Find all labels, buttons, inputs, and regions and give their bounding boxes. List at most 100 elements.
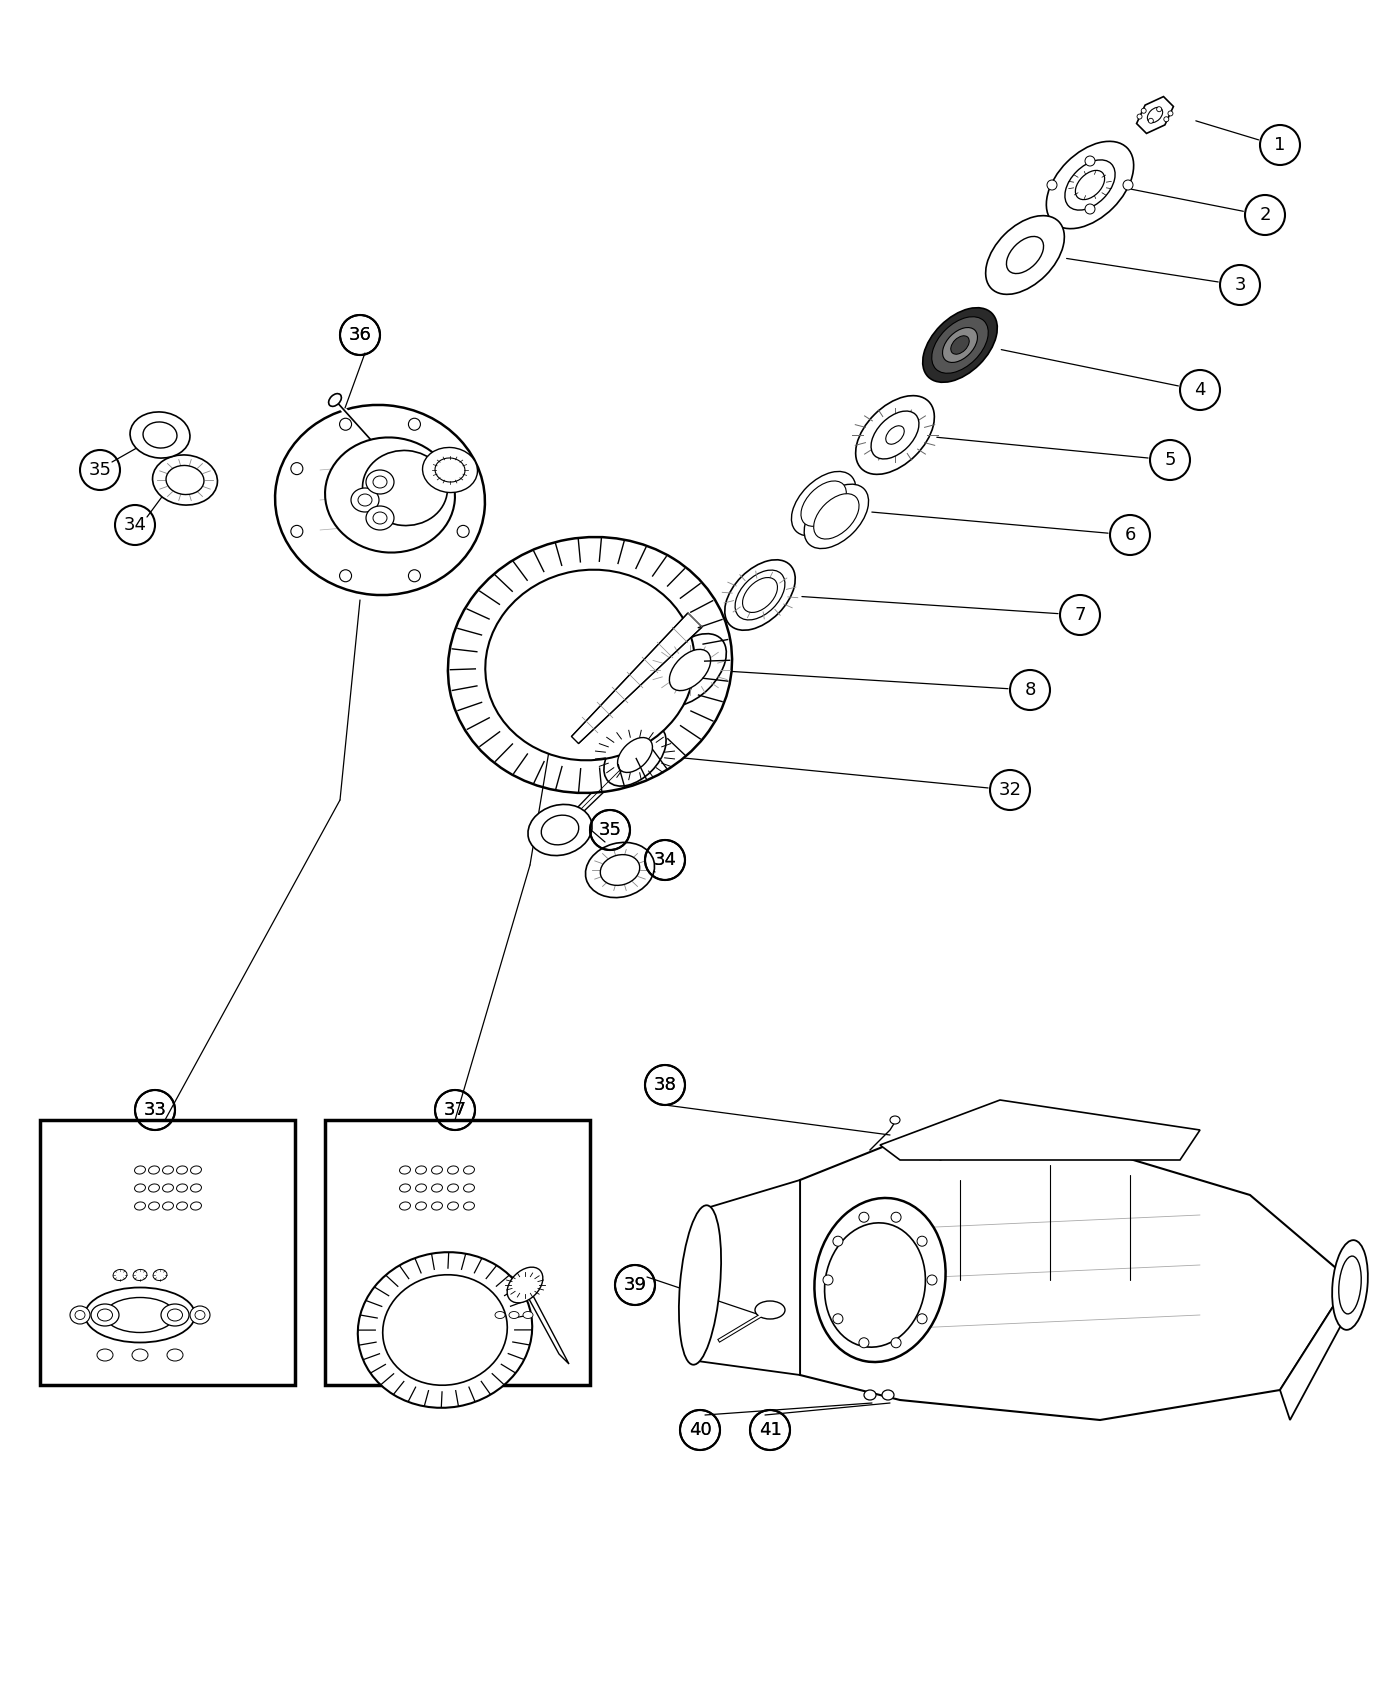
Text: 4: 4 (1194, 381, 1205, 400)
Ellipse shape (153, 1270, 167, 1280)
Ellipse shape (679, 1205, 721, 1365)
Text: 37: 37 (444, 1102, 466, 1119)
Polygon shape (1280, 1280, 1359, 1419)
Text: 6: 6 (1124, 525, 1135, 544)
Ellipse shape (399, 1183, 410, 1192)
Ellipse shape (496, 1311, 505, 1319)
Ellipse shape (1075, 170, 1105, 199)
Ellipse shape (167, 466, 204, 495)
Circle shape (833, 1236, 843, 1246)
Text: 34: 34 (123, 517, 147, 534)
Polygon shape (1137, 97, 1173, 133)
Ellipse shape (134, 1183, 146, 1192)
Ellipse shape (162, 1202, 174, 1210)
Ellipse shape (510, 1311, 519, 1319)
Ellipse shape (416, 1166, 427, 1175)
Ellipse shape (791, 471, 855, 536)
Ellipse shape (448, 1183, 458, 1192)
Circle shape (927, 1275, 937, 1285)
Ellipse shape (923, 308, 997, 382)
Text: 32: 32 (998, 780, 1022, 799)
Text: 35: 35 (88, 461, 112, 479)
Ellipse shape (399, 1166, 410, 1175)
Circle shape (917, 1236, 927, 1246)
Text: 39: 39 (623, 1277, 647, 1294)
Circle shape (1047, 180, 1057, 190)
Ellipse shape (528, 804, 592, 855)
Ellipse shape (542, 816, 578, 845)
Circle shape (833, 1314, 843, 1324)
Text: 40: 40 (689, 1421, 711, 1438)
Ellipse shape (130, 411, 190, 457)
Circle shape (409, 570, 420, 581)
Ellipse shape (416, 1183, 427, 1192)
Polygon shape (517, 1277, 568, 1363)
Ellipse shape (585, 843, 655, 898)
Circle shape (291, 462, 302, 474)
Polygon shape (799, 1141, 1350, 1420)
Ellipse shape (448, 1166, 458, 1175)
Ellipse shape (162, 1166, 174, 1175)
Ellipse shape (351, 488, 379, 512)
Ellipse shape (601, 855, 640, 886)
Text: 36: 36 (349, 326, 371, 343)
Ellipse shape (801, 481, 847, 527)
Ellipse shape (617, 738, 652, 772)
Text: 3: 3 (1235, 275, 1246, 294)
Ellipse shape (113, 1270, 127, 1280)
Ellipse shape (372, 512, 386, 524)
Ellipse shape (133, 1270, 147, 1280)
Circle shape (1156, 107, 1162, 112)
Circle shape (1163, 117, 1169, 122)
Ellipse shape (176, 1183, 188, 1192)
Ellipse shape (190, 1202, 202, 1210)
Ellipse shape (463, 1166, 475, 1175)
Ellipse shape (431, 1202, 442, 1210)
Text: 41: 41 (759, 1421, 781, 1438)
Ellipse shape (325, 437, 455, 552)
Text: 41: 41 (759, 1421, 781, 1438)
Text: 39: 39 (623, 1277, 647, 1294)
Circle shape (291, 525, 302, 537)
Ellipse shape (755, 1300, 785, 1319)
Ellipse shape (423, 447, 477, 493)
Ellipse shape (274, 405, 484, 595)
Ellipse shape (886, 425, 904, 444)
Polygon shape (690, 1180, 799, 1375)
Bar (325, 1120, 589, 1385)
Ellipse shape (855, 396, 934, 474)
Circle shape (458, 525, 469, 537)
Polygon shape (571, 614, 701, 743)
Circle shape (1141, 109, 1147, 114)
Ellipse shape (329, 394, 342, 406)
Ellipse shape (1338, 1256, 1361, 1314)
Ellipse shape (168, 1309, 182, 1321)
Text: 7: 7 (1074, 605, 1086, 624)
Circle shape (860, 1338, 869, 1348)
Ellipse shape (148, 1166, 160, 1175)
Ellipse shape (882, 1391, 895, 1401)
Ellipse shape (161, 1304, 189, 1326)
Ellipse shape (190, 1183, 202, 1192)
Circle shape (890, 1212, 902, 1222)
Circle shape (340, 570, 351, 581)
Ellipse shape (486, 570, 694, 760)
Ellipse shape (153, 456, 217, 505)
Text: 8: 8 (1025, 682, 1036, 699)
Ellipse shape (148, 1202, 160, 1210)
Ellipse shape (871, 411, 918, 459)
Text: 38: 38 (654, 1076, 676, 1095)
Ellipse shape (942, 328, 977, 362)
Ellipse shape (1065, 160, 1116, 211)
Circle shape (860, 1212, 869, 1222)
Text: 38: 38 (654, 1076, 676, 1095)
Text: 34: 34 (654, 852, 676, 869)
Ellipse shape (735, 570, 785, 620)
Text: 33: 33 (143, 1102, 167, 1119)
Ellipse shape (815, 1198, 945, 1362)
Ellipse shape (134, 1202, 146, 1210)
Ellipse shape (134, 1166, 146, 1175)
Text: 40: 40 (689, 1421, 711, 1438)
Ellipse shape (932, 316, 988, 374)
Ellipse shape (725, 559, 795, 631)
